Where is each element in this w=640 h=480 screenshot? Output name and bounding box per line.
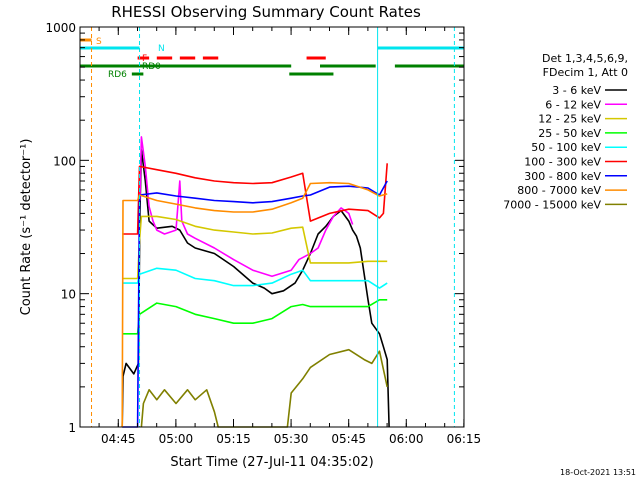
x-tick-label: 06:00 bbox=[389, 432, 424, 446]
chart-title: RHESSI Observing Summary Count Rates bbox=[111, 3, 421, 21]
series-lines bbox=[121, 136, 390, 428]
time-markers bbox=[91, 27, 455, 427]
series-line bbox=[122, 163, 388, 235]
y-axis-label: Count Rate (s⁻¹ detector⁻¹) bbox=[19, 139, 34, 316]
legend-header: Det 1,3,4,5,6,9, bbox=[542, 52, 628, 65]
footer-date: 18-Oct-2021 13:51 bbox=[560, 468, 636, 477]
flag-bar-label: RD6 bbox=[108, 70, 127, 80]
legend-entry-label: 800 - 7000 keV bbox=[517, 184, 601, 197]
legend-entry-label: 50 - 100 keV bbox=[531, 141, 601, 154]
legend-entry-label: 3 - 6 keV bbox=[552, 84, 601, 97]
x-axis-label: Start Time (27-Jul-11 04:35:02) bbox=[170, 455, 373, 470]
x-tick-label: 05:00 bbox=[159, 432, 194, 446]
legend-header: FDecim 1, Att 0 bbox=[543, 66, 628, 79]
legend-entry-label: 6 - 12 keV bbox=[545, 98, 601, 111]
x-tick-label: 05:45 bbox=[331, 432, 366, 446]
x-tick-label: 05:15 bbox=[216, 432, 251, 446]
y-tick-label: 10 bbox=[61, 288, 76, 302]
flag-bar-label: RD0 bbox=[142, 62, 161, 72]
series-line bbox=[122, 298, 388, 335]
legend: Det 1,3,4,5,6,9,FDecim 1, Att 0 3 - 6 keV… bbox=[503, 52, 628, 211]
axis-ticks: 04:45 05:00 05:15 05:30 05:45 06:00 06:15 1 10 10… bbox=[45, 21, 481, 446]
legend-entry-label: 100 - 300 keV bbox=[524, 156, 601, 169]
x-tick-label: 05:30 bbox=[274, 432, 309, 446]
series-line bbox=[139, 136, 354, 278]
flag-bar-label: S bbox=[96, 37, 102, 47]
legend-entry-label: 12 - 25 keV bbox=[538, 113, 601, 126]
legend-entry-label: 7000 - 15000 keV bbox=[503, 198, 601, 211]
y-tick-label: 1000 bbox=[45, 21, 76, 35]
flag-bar-label: F bbox=[142, 54, 147, 64]
y-tick-label: 100 bbox=[53, 154, 76, 168]
series-line bbox=[140, 348, 388, 428]
series-line bbox=[122, 180, 388, 428]
series-line bbox=[122, 267, 388, 289]
y-tick-label: 1 bbox=[68, 421, 76, 435]
flag-bar-label: N bbox=[158, 44, 165, 54]
legend-entry-label: 300 - 800 keV bbox=[524, 170, 601, 183]
x-tick-label: 04:45 bbox=[101, 432, 136, 446]
series-line bbox=[122, 215, 388, 280]
x-tick-label: 06:15 bbox=[447, 432, 482, 446]
series-line bbox=[121, 149, 390, 428]
legend-entry-label: 25 - 50 keV bbox=[538, 127, 601, 140]
